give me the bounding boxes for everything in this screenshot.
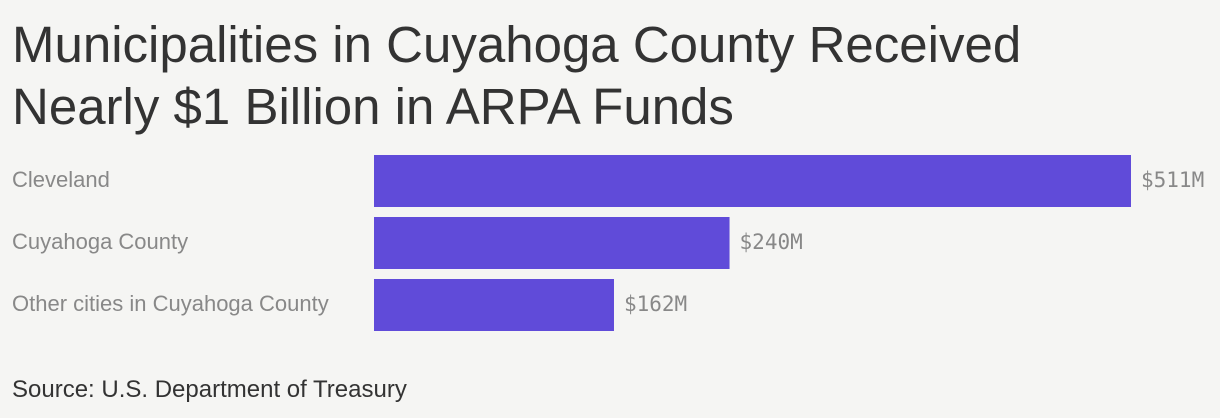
bar [374, 217, 730, 269]
category-label: Cleveland [12, 167, 110, 192]
source-note: Source: U.S. Department of Treasury [12, 376, 407, 403]
bar [374, 155, 1131, 207]
value-label: $162M [624, 292, 687, 316]
bar [374, 279, 614, 331]
chart-title: Municipalities in Cuyahoga County Receiv… [12, 16, 1022, 135]
category-label: Other cities in Cuyahoga County [12, 291, 329, 316]
category-label: Cuyahoga County [12, 229, 188, 254]
value-label: $511M [1141, 168, 1204, 192]
value-label: $240M [740, 230, 803, 254]
